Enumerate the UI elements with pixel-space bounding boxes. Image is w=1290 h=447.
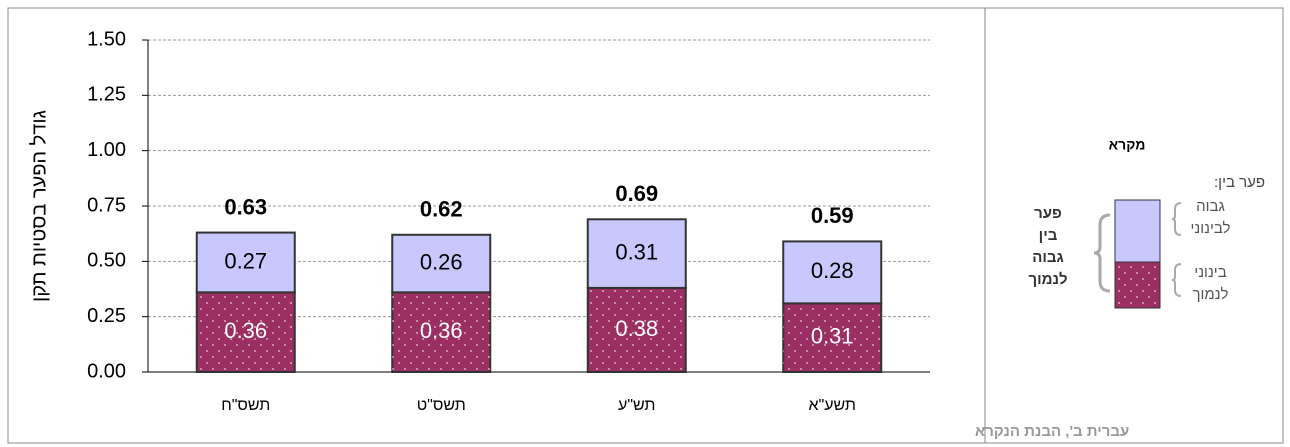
- x-tick-label: תשס"ח: [221, 397, 270, 414]
- bar-segment: [195, 231, 296, 294]
- data-label: 0.28: [811, 258, 854, 283]
- brace: [1093, 213, 1111, 293]
- y-tick-label: 0.00: [87, 360, 126, 382]
- bar-pattern: [196, 292, 295, 372]
- total-label: 0.63: [224, 194, 267, 219]
- total-label: 0.69: [615, 181, 658, 206]
- bar-pattern: [783, 303, 882, 372]
- bar-pattern: [392, 292, 491, 372]
- bar-segment: [782, 240, 883, 305]
- legend-label: בינוני לנמוך: [1192, 264, 1229, 303]
- y-tick-label: 0.50: [87, 250, 126, 272]
- data-label: 0.26: [420, 249, 463, 274]
- legend-gap-label: פער בין גבוה לנמוך: [1028, 205, 1068, 288]
- y-tick-label: 1.00: [87, 139, 126, 161]
- brace: [1171, 202, 1182, 236]
- y-tick-label: 1.50: [87, 28, 126, 50]
- total-label: 0.62: [420, 197, 463, 222]
- x-tick-label: תש"ע: [618, 397, 655, 414]
- frame: [7, 7, 1284, 444]
- data-label: 0.31: [615, 239, 658, 264]
- legend-label: גבוה לבינוני: [1190, 198, 1231, 237]
- data-label: 0.36: [224, 318, 267, 343]
- legend-subtitle: פער בין:: [1214, 174, 1265, 191]
- legend-swatch: [1114, 199, 1161, 263]
- total-label: 0.59: [811, 203, 854, 228]
- bar-segment: [586, 218, 687, 289]
- data-label: 0.38: [615, 316, 658, 341]
- y-tick-label: 0.75: [87, 194, 126, 216]
- legend-swatch-pattern: [1114, 261, 1161, 309]
- x-tick-label: תשס"ט: [417, 397, 466, 414]
- data-label: 0.27: [224, 248, 267, 273]
- bar-segment: [391, 233, 492, 294]
- data-label: 0.31: [811, 324, 854, 349]
- y-tick-label: 0.25: [87, 305, 126, 327]
- legend-title: מקרא: [1109, 137, 1146, 153]
- bar-pattern: [587, 287, 686, 372]
- x-tick-label: תשע"א: [809, 397, 856, 414]
- brace: [1171, 263, 1182, 297]
- y-tick-label: 1.25: [87, 84, 126, 106]
- data-label: 0.36: [420, 318, 463, 343]
- footer: עברית ב', הבנת הנקרא: [975, 423, 1129, 440]
- y-axis-label: גודל הפער בסטיות תקן: [28, 110, 50, 302]
